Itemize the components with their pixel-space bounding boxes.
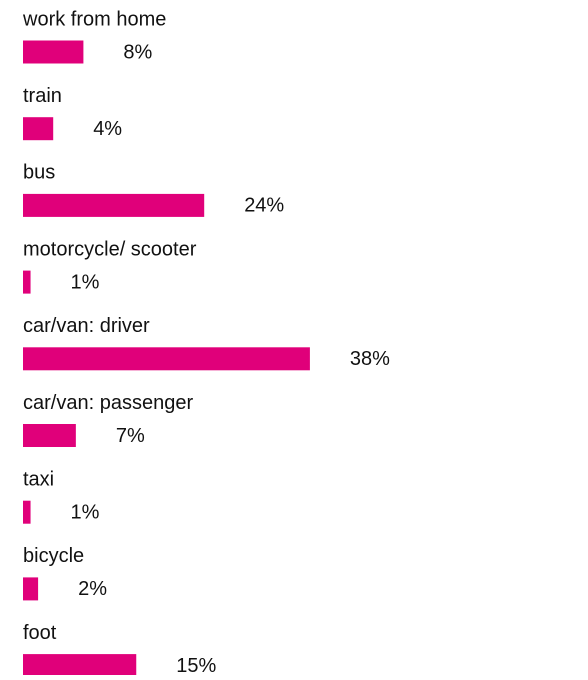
bar <box>23 193 205 217</box>
bar <box>23 40 84 64</box>
bar <box>23 577 39 601</box>
value-label: 8% <box>123 41 152 63</box>
value-label: 2% <box>78 578 107 600</box>
bar <box>23 347 310 371</box>
category-label: bus <box>23 162 55 184</box>
category-label: work from home <box>22 8 166 30</box>
category-label: bicycle <box>23 545 84 567</box>
category-label: foot <box>23 622 57 644</box>
bar <box>23 424 76 447</box>
category-label: car/van: passenger <box>23 392 193 414</box>
value-label: 4% <box>93 118 122 140</box>
category-label: car/van: driver <box>23 315 150 337</box>
value-label: 1% <box>71 271 100 293</box>
value-label: 15% <box>176 655 216 675</box>
bar <box>23 500 31 524</box>
value-label: 1% <box>71 501 100 523</box>
bar <box>23 270 31 294</box>
value-label: 38% <box>350 348 390 370</box>
category-label: taxi <box>23 468 54 490</box>
bar <box>23 654 137 678</box>
category-label: motorcycle/ scooter <box>23 238 197 260</box>
category-label: train <box>23 85 62 107</box>
value-label: 24% <box>244 195 284 217</box>
bar <box>23 117 54 141</box>
value-label: 7% <box>116 425 145 447</box>
